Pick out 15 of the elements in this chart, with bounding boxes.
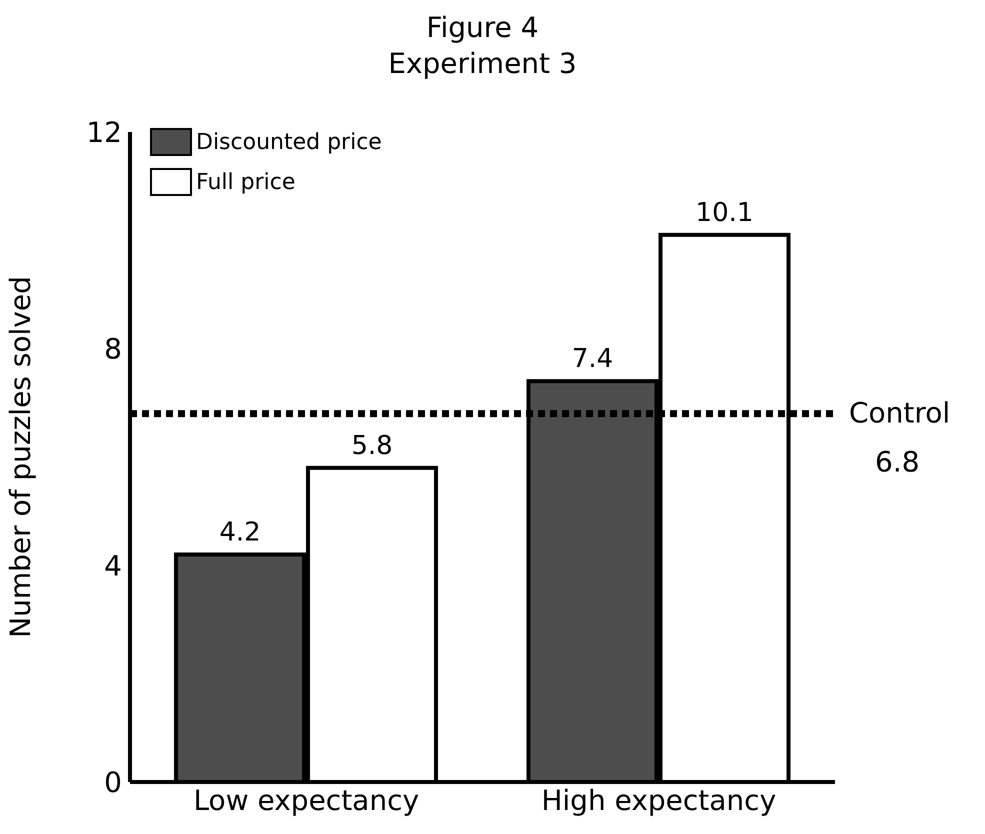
y-tick-label: 12: [86, 116, 122, 149]
y-tick-label: 8: [104, 332, 122, 366]
legend-label: Discounted price: [196, 130, 382, 154]
x-tick-label: Low expectancy: [193, 784, 420, 817]
ref-line-label: Control 6.8: [849, 396, 950, 479]
data-label: 4.2: [219, 518, 261, 548]
y-tick-label: 4: [104, 549, 122, 582]
y-tick-label: 0: [104, 766, 122, 799]
y-axis-title: Number of puzzles solved: [4, 276, 37, 638]
chart-title: Figure 4 Experiment 3: [387, 10, 578, 82]
data-label: 10.1: [696, 198, 754, 228]
data-label: 5.8: [351, 430, 393, 461]
legend-label: Full price: [196, 170, 296, 194]
data-label: 7.4: [572, 344, 614, 374]
x-tick-label: High expectancy: [541, 784, 776, 817]
